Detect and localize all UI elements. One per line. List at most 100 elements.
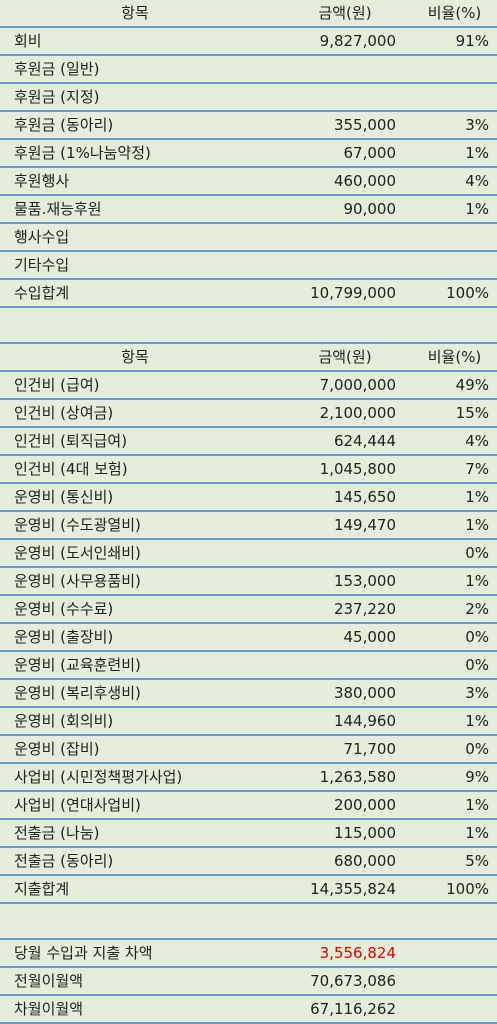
row-item-label: 후원금 (일반) xyxy=(0,55,270,84)
section-spacer xyxy=(0,903,497,940)
table-row: 운영비 (교육훈련비) 0% xyxy=(0,651,497,680)
row-amount: 3,556,824 xyxy=(270,939,402,968)
row-item-label: 당월 수입과 지출 차액 xyxy=(0,939,270,968)
table-row: 사업비 (연대사업비) 200,000 1% xyxy=(0,791,497,820)
column-header-item: 항목 xyxy=(0,0,270,28)
table-row: 전출금 (동아리) 680,000 5% xyxy=(0,847,497,876)
row-ratio xyxy=(402,939,497,968)
row-item-label: 인건비 (상여금) xyxy=(0,399,270,428)
row-ratio xyxy=(402,55,497,84)
table-row: 운영비 (잡비) 71,700 0% xyxy=(0,735,497,764)
row-amount xyxy=(270,55,402,84)
row-item-label: 후원금 (지정) xyxy=(0,83,270,112)
row-ratio: 1% xyxy=(402,195,497,224)
column-header-amount: 금액(원) xyxy=(270,0,402,28)
row-item-label: 후원금 (동아리) xyxy=(0,111,270,140)
row-ratio: 5% xyxy=(402,847,497,876)
table-row: 기타수입 xyxy=(0,251,497,280)
row-ratio: 4% xyxy=(402,427,497,456)
row-item-label: 물품.재능후원 xyxy=(0,195,270,224)
row-item-label: 전출금 (나눔) xyxy=(0,819,270,848)
row-item-label: 사업비 (연대사업비) xyxy=(0,791,270,820)
row-ratio: 100% xyxy=(402,279,497,308)
table-row: 후원금 (1%나눔약정) 67,000 1% xyxy=(0,139,497,168)
row-amount: 7,000,000 xyxy=(270,371,402,400)
row-item-label: 운영비 (도서인쇄비) xyxy=(0,539,270,568)
row-amount: 45,000 xyxy=(270,623,402,652)
section-spacer xyxy=(0,307,497,344)
row-ratio xyxy=(402,223,497,252)
row-item-label: 운영비 (사무용품비) xyxy=(0,567,270,596)
row-ratio: 0% xyxy=(402,539,497,568)
row-ratio: 1% xyxy=(402,567,497,596)
table-row: 물품.재능후원 90,000 1% xyxy=(0,195,497,224)
table-row: 인건비 (4대 보험) 1,045,800 7% xyxy=(0,455,497,484)
row-ratio: 1% xyxy=(402,791,497,820)
row-ratio: 1% xyxy=(402,511,497,540)
table-row: 운영비 (복리후생비) 380,000 3% xyxy=(0,679,497,708)
row-ratio xyxy=(402,995,497,1024)
row-ratio: 1% xyxy=(402,483,497,512)
expense-header-row: 항목 금액(원) 비율(%) xyxy=(0,343,497,372)
row-amount: 9,827,000 xyxy=(270,27,402,56)
row-item-label: 회비 xyxy=(0,27,270,56)
row-ratio xyxy=(402,251,497,280)
table-row: 인건비 (퇴직급여) 624,444 4% xyxy=(0,427,497,456)
row-ratio: 3% xyxy=(402,679,497,708)
row-ratio xyxy=(402,83,497,112)
table-row: 전월이월액 70,673,086 xyxy=(0,967,497,996)
row-amount: 200,000 xyxy=(270,791,402,820)
row-amount xyxy=(270,251,402,280)
row-amount: 115,000 xyxy=(270,819,402,848)
row-ratio: 91% xyxy=(402,27,497,56)
table-row: 회비 9,827,000 91% xyxy=(0,27,497,56)
row-item-label: 전출금 (동아리) xyxy=(0,847,270,876)
row-amount: 680,000 xyxy=(270,847,402,876)
row-ratio: 0% xyxy=(402,651,497,680)
row-item-label: 기타수입 xyxy=(0,251,270,280)
row-ratio: 0% xyxy=(402,735,497,764)
table-row: 인건비 (급여) 7,000,000 49% xyxy=(0,371,497,400)
column-header-amount: 금액(원) xyxy=(270,343,402,372)
table-row: 차월이월액 67,116,262 xyxy=(0,995,497,1024)
row-item-label: 인건비 (급여) xyxy=(0,371,270,400)
row-amount: 355,000 xyxy=(270,111,402,140)
table-row: 운영비 (수수료) 237,220 2% xyxy=(0,595,497,624)
row-ratio: 1% xyxy=(402,819,497,848)
row-ratio: 3% xyxy=(402,111,497,140)
row-ratio: 49% xyxy=(402,371,497,400)
table-row: 인건비 (상여금) 2,100,000 15% xyxy=(0,399,497,428)
row-item-label: 운영비 (통신비) xyxy=(0,483,270,512)
row-item-label: 운영비 (회의비) xyxy=(0,707,270,736)
table-row: 행사수입 xyxy=(0,223,497,252)
row-item-label: 후원행사 xyxy=(0,167,270,196)
row-item-label: 운영비 (잡비) xyxy=(0,735,270,764)
table-row: 운영비 (통신비) 145,650 1% xyxy=(0,483,497,512)
row-ratio: 9% xyxy=(402,763,497,792)
row-item-label: 운영비 (수도광열비) xyxy=(0,511,270,540)
row-amount: 380,000 xyxy=(270,679,402,708)
row-amount: 153,000 xyxy=(270,567,402,596)
row-item-label: 전월이월액 xyxy=(0,967,270,996)
table-row: 후원행사 460,000 4% xyxy=(0,167,497,196)
table-row: 후원금 (일반) xyxy=(0,55,497,84)
table-row: 전출금 (나눔) 115,000 1% xyxy=(0,819,497,848)
row-item-label: 운영비 (복리후생비) xyxy=(0,679,270,708)
row-ratio: 4% xyxy=(402,167,497,196)
row-amount xyxy=(270,651,402,680)
row-ratio: 0% xyxy=(402,623,497,652)
row-item-label: 사업비 (시민정책평가사업) xyxy=(0,763,270,792)
row-item-label: 운영비 (수수료) xyxy=(0,595,270,624)
row-amount xyxy=(270,539,402,568)
row-amount: 70,673,086 xyxy=(270,967,402,996)
table-row: 후원금 (동아리) 355,000 3% xyxy=(0,111,497,140)
row-ratio xyxy=(402,967,497,996)
table-row: 당월 수입과 지출 차액 3,556,824 xyxy=(0,939,497,968)
income-header-row: 항목 금액(원) 비율(%) xyxy=(0,0,497,28)
row-amount: 2,100,000 xyxy=(270,399,402,428)
row-item-label: 수입합계 xyxy=(0,279,270,308)
row-amount: 10,799,000 xyxy=(270,279,402,308)
table-row: 운영비 (사무용품비) 153,000 1% xyxy=(0,567,497,596)
